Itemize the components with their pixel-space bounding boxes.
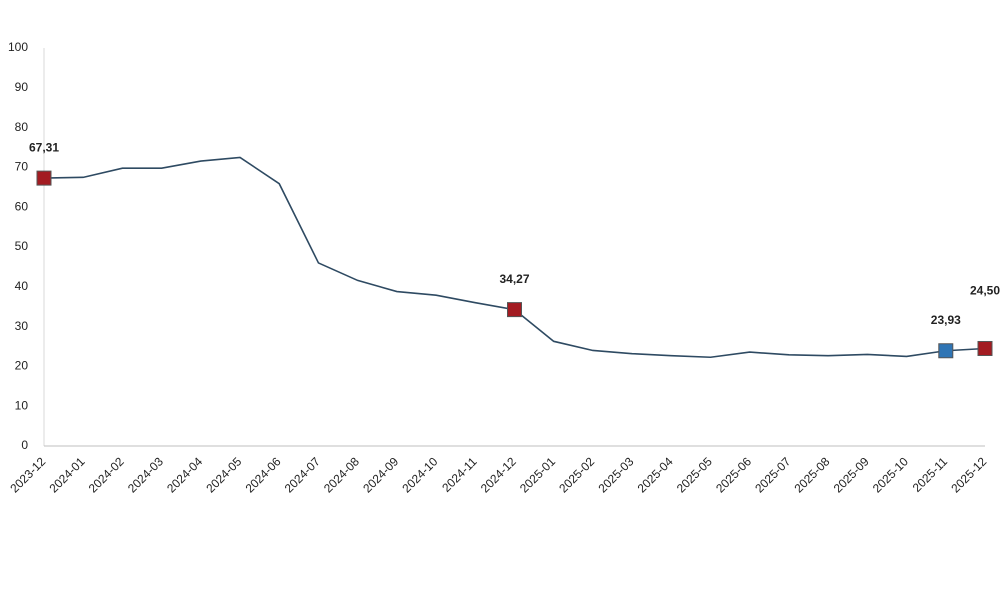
- y-tick-label: 100: [8, 40, 28, 54]
- x-tick-label: 2024-03: [125, 454, 166, 495]
- x-tick-label: 2025-08: [791, 454, 832, 495]
- y-tick-label: 10: [15, 398, 29, 412]
- x-tick-label: 2025-11: [910, 454, 951, 495]
- x-tick-label: 2024-02: [86, 454, 127, 495]
- x-tick-label: 2024-12: [478, 454, 519, 495]
- x-tick-label: 2024-07: [282, 454, 323, 495]
- x-tick-label: 2024-11: [439, 454, 480, 495]
- x-tick-label: 2024-05: [203, 454, 244, 495]
- y-tick-label: 80: [15, 120, 29, 134]
- x-tick-label: 2025-01: [517, 454, 558, 495]
- y-tick-label: 50: [15, 239, 29, 253]
- x-tick-label: 2024-09: [360, 454, 401, 495]
- x-tick-label: 2025-03: [595, 454, 636, 495]
- x-tick-label: 2025-12: [948, 454, 989, 495]
- x-tick-label: 2025-07: [752, 454, 793, 495]
- x-tick-label: 2025-09: [831, 454, 872, 495]
- y-tick-label: 90: [15, 80, 29, 94]
- x-tick-label: 2025-06: [713, 454, 754, 495]
- data-label: 67,31: [29, 140, 59, 154]
- marker: [977, 340, 993, 356]
- x-tick-label: 2024-04: [164, 454, 205, 495]
- y-tick-label: 40: [15, 279, 29, 293]
- marker: [938, 343, 954, 359]
- x-tick-label: 2025-02: [556, 454, 597, 495]
- y-tick-label: 20: [15, 359, 29, 373]
- x-tick-label: 2025-10: [870, 454, 911, 495]
- x-tick-label: 2025-05: [674, 454, 715, 495]
- data-label: 24,50: [970, 284, 1000, 298]
- x-tick-label: 2024-06: [243, 454, 284, 495]
- y-tick-label: 30: [15, 319, 29, 333]
- data-label: 23,93: [931, 313, 961, 327]
- x-tick-label: 2024-08: [321, 454, 362, 495]
- marker: [36, 170, 52, 186]
- y-tick-label: 70: [15, 160, 29, 174]
- marker: [507, 302, 522, 318]
- data-label: 34,27: [499, 272, 529, 286]
- y-tick-label: 60: [15, 199, 29, 213]
- y-tick-label: 0: [21, 438, 28, 452]
- x-tick-label: 2024-10: [399, 454, 440, 495]
- line: [43, 156, 986, 359]
- x-tick-label: 2024-01: [47, 454, 88, 495]
- x-tick-label: 2025-04: [635, 454, 676, 495]
- x-tick-label: 2023-12: [7, 454, 48, 495]
